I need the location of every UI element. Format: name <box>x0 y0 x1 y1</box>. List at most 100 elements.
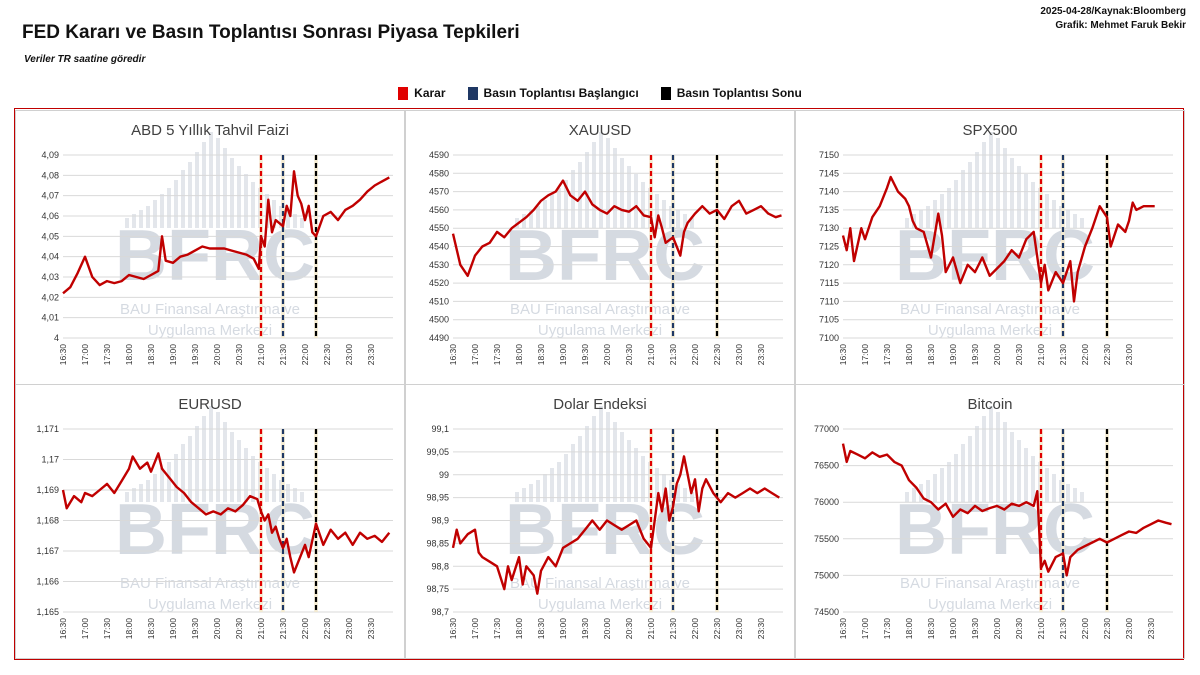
y-tick-label: 1,166 <box>36 577 59 587</box>
watermark-line2: Uygulama Merkezi <box>538 596 662 613</box>
watermark-bar <box>223 422 227 502</box>
watermark-bar <box>536 206 540 228</box>
x-tick-label: 17:00 <box>860 344 870 366</box>
legend-item-basin-baslangic: Basın Toplantısı Başlangıcı <box>467 86 639 100</box>
watermark-bars <box>125 406 304 502</box>
watermark-bar <box>251 182 255 228</box>
panel-border <box>15 384 405 659</box>
watermark-bar <box>272 200 276 228</box>
watermark-bar <box>676 210 680 228</box>
watermark-bar <box>940 194 944 228</box>
x-tick-label: 16:30 <box>58 618 68 640</box>
watermark-bar <box>613 148 617 228</box>
y-tick-label: 7125 <box>819 242 839 252</box>
x-tick-label: 19:00 <box>948 618 958 640</box>
watermark-bar <box>926 206 930 228</box>
watermark-bar <box>975 152 979 228</box>
watermark-bar <box>209 132 213 228</box>
x-tick-label: 20:30 <box>624 344 634 366</box>
y-tick-label: 1,17 <box>41 455 59 465</box>
watermark-bar <box>585 426 589 502</box>
legend-label-basin-sonu: Basın Toplantısı Sonu <box>676 86 802 100</box>
x-tick-label: 18:30 <box>536 344 546 366</box>
panel-eurusd: BFRC BAU Finansal Araştırma ve Uygulama Me… <box>15 384 405 659</box>
y-tick-label: 7135 <box>819 205 839 215</box>
y-tick-label: 4490 <box>429 333 449 343</box>
panel-border <box>795 384 1185 659</box>
watermark-bar <box>1010 432 1014 502</box>
watermark-line1: BAU Finansal Araştırma ve <box>120 301 300 318</box>
watermark-bar <box>195 426 199 502</box>
y-tick-label: 74500 <box>814 607 839 617</box>
watermark-bar <box>961 444 965 502</box>
x-tick-label: 16:30 <box>838 344 848 366</box>
x-tick-label: 21:00 <box>646 618 656 640</box>
watermark-bar <box>613 422 617 502</box>
watermark-bar <box>1059 480 1063 502</box>
watermark-bar <box>1017 440 1021 502</box>
x-tick-label: 19:30 <box>190 618 200 640</box>
watermark-bar <box>585 152 589 228</box>
series-line <box>841 443 1172 577</box>
x-tick-label: 16:30 <box>448 618 458 640</box>
legend-swatch-basin-sonu <box>660 86 671 100</box>
y-tick-label: 4,06 <box>41 211 59 221</box>
watermark-bar <box>655 194 659 228</box>
author: Grafik: Mehmet Faruk Bekir <box>1055 20 1186 31</box>
x-tick-label: 17:30 <box>102 618 112 640</box>
watermark-bar <box>557 462 561 502</box>
watermark-bar <box>683 488 687 502</box>
legend-label-basin-baslangic: Basın Toplantısı Başlangıcı <box>483 86 639 100</box>
watermark-bar <box>919 210 923 228</box>
x-tick-label: 21:00 <box>256 618 266 640</box>
watermark-bar <box>272 474 276 502</box>
watermark-bar <box>683 214 687 228</box>
y-tick-label: 98,95 <box>426 493 449 503</box>
y-tick-label: 4580 <box>429 168 449 178</box>
legend: Karar Basın Toplantısı Başlangıcı Basın … <box>0 86 1200 100</box>
x-tick-label: 21:30 <box>278 344 288 366</box>
y-tick-label: 4530 <box>429 260 449 270</box>
watermark-bar <box>202 142 206 228</box>
watermark-line2: Uygulama Merkezi <box>538 322 662 339</box>
chart-title: EURUSD <box>178 396 242 413</box>
x-tick-label: 17:30 <box>492 344 502 366</box>
y-tick-label: 4510 <box>429 296 449 306</box>
watermark-bar <box>627 166 631 228</box>
watermark-bar <box>286 210 290 228</box>
watermark-bar <box>237 440 241 502</box>
x-tick-label: 19:30 <box>580 618 590 640</box>
watermark-bar <box>690 218 694 228</box>
watermark-logo: BFRC <box>115 216 315 296</box>
x-tick-label: 22:00 <box>1080 618 1090 640</box>
watermark-bar <box>982 416 986 502</box>
y-tick-label: 4540 <box>429 242 449 252</box>
watermark-line1: BAU Finansal Araştırma ve <box>120 575 300 592</box>
y-tick-label: 4,07 <box>41 191 59 201</box>
watermark-bar <box>947 188 951 228</box>
y-tick-label: 98,9 <box>431 516 449 526</box>
watermark-bar <box>947 462 951 502</box>
x-tick-label: 18:00 <box>904 344 914 366</box>
watermark-bar <box>515 492 519 502</box>
y-tick-label: 4500 <box>429 315 449 325</box>
watermark-bar <box>662 474 666 502</box>
watermark-bar <box>996 138 1000 228</box>
watermark-bar <box>655 468 659 502</box>
watermark-bar <box>153 474 157 502</box>
x-tick-label: 17:30 <box>882 618 892 640</box>
watermark-bar <box>195 152 199 228</box>
x-tick-label: 23:00 <box>344 618 354 640</box>
x-tick-label: 19:30 <box>970 344 980 366</box>
y-tick-label: 99,1 <box>431 424 449 434</box>
watermark-bar <box>606 138 610 228</box>
x-tick-label: 22:30 <box>1102 618 1112 640</box>
x-tick-label: 17:00 <box>470 618 480 640</box>
y-tick-label: 98,85 <box>426 538 449 548</box>
y-tick-label: 1,168 <box>36 516 59 526</box>
watermark-bar <box>578 162 582 228</box>
watermark-bar <box>1059 206 1063 228</box>
watermark-bar <box>160 468 164 502</box>
